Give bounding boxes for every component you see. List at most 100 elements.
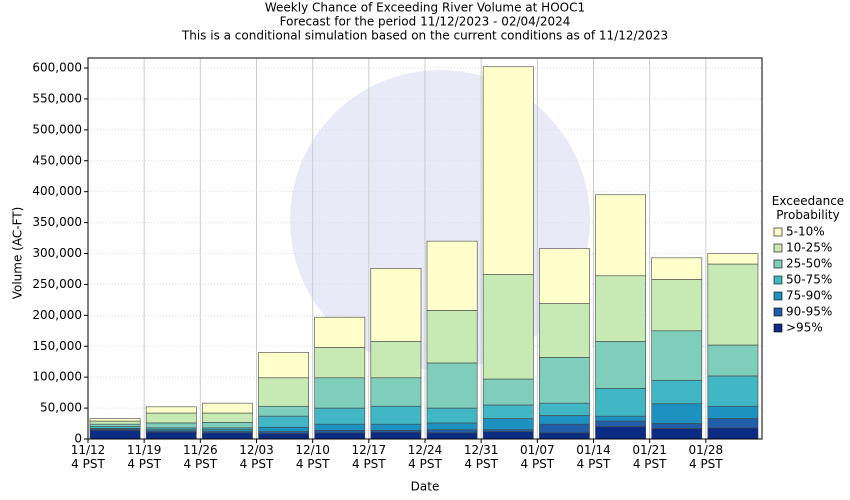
- bar-segment: [595, 341, 646, 389]
- y-tick-label: 100,000: [32, 370, 82, 384]
- bar-segment: [426, 310, 478, 364]
- bar-segment: [314, 377, 366, 409]
- bar-segment: [314, 316, 366, 348]
- bar-segment: [707, 405, 759, 419]
- y-tick-label: 400,000: [32, 184, 82, 198]
- x-tick-label: 12/10 4 PST: [295, 443, 330, 471]
- bar-segment: [426, 422, 478, 431]
- bar-segment: [426, 407, 478, 424]
- bar-segment: [370, 268, 422, 342]
- legend-swatch: [773, 275, 783, 285]
- bar-segment: [539, 402, 590, 416]
- bar-segment: [202, 402, 253, 414]
- legend-swatch: [773, 227, 783, 237]
- legend-label: 25-50%: [786, 257, 832, 271]
- bar-segment: [370, 341, 422, 379]
- x-tick-label: 01/07 4 PST: [520, 443, 555, 471]
- bar-segment: [89, 418, 141, 422]
- bar-segment: [707, 418, 759, 429]
- bar-segment: [89, 423, 141, 427]
- x-tick-label: 12/17 4 PST: [351, 443, 387, 471]
- bar-segment: [707, 344, 759, 377]
- x-tick-label: 01/14 4 PST: [576, 443, 611, 471]
- y-tick-label: 300,000: [32, 246, 82, 260]
- bar-segment: [707, 427, 759, 440]
- bar-segment: [370, 405, 422, 425]
- bar-segment: [145, 412, 197, 424]
- bar-segment: [145, 406, 197, 414]
- bar-segment: [651, 330, 703, 381]
- legend-swatch: [773, 291, 783, 301]
- bar-segment: [202, 422, 253, 429]
- legend-swatch: [773, 259, 783, 269]
- bar-segment: [370, 431, 422, 440]
- bar-segment: [595, 194, 646, 277]
- bar-segment: [651, 423, 703, 429]
- chart-subtitle: Forecast for the period 11/12/2023 - 02/…: [280, 15, 571, 29]
- x-tick-label: 11/19 4 PST: [126, 443, 162, 471]
- bar-segment: [426, 240, 478, 311]
- y-tick-label: 0: [74, 432, 82, 446]
- legend-label: 5-10%: [786, 225, 825, 239]
- bar-segment: [651, 403, 703, 424]
- legend-label: >95%: [786, 321, 823, 335]
- y-tick-label: 200,000: [32, 308, 82, 322]
- y-tick-label: 250,000: [32, 277, 82, 291]
- bar-segment: [370, 377, 422, 407]
- bar-segment: [482, 431, 534, 440]
- bar-segment: [202, 432, 253, 440]
- bar-segment: [314, 347, 366, 379]
- bar-segment: [651, 257, 703, 280]
- bar-segment: [651, 279, 703, 332]
- bar-segment: [595, 275, 646, 342]
- bar-segment: [707, 375, 759, 407]
- x-tick-label: 01/21 4 PST: [632, 443, 667, 471]
- bar-segment: [89, 420, 141, 425]
- x-tick-label: 01/28 4 PST: [688, 443, 724, 471]
- legend-label: 50-75%: [786, 273, 832, 287]
- chart-subtitle: This is a conditional simulation based o…: [181, 29, 668, 43]
- bar-segment: [539, 248, 590, 304]
- chart-title: Weekly Chance of Exceeding River Volume …: [265, 1, 585, 15]
- bar-segment: [258, 405, 309, 417]
- y-tick-label: 600,000: [32, 61, 82, 75]
- bar-segment: [258, 433, 309, 440]
- bar-segment: [426, 429, 478, 434]
- x-tick-label: 11/26 4 PST: [183, 443, 218, 471]
- bar-segment: [258, 415, 309, 428]
- bar-segment: [145, 422, 197, 429]
- bar-segment: [707, 263, 759, 346]
- plot-border: [87, 57, 763, 440]
- bar-segment: [426, 362, 478, 409]
- bar-segment: [539, 415, 590, 425]
- bar-segment: [370, 423, 422, 431]
- bar-segment: [258, 377, 309, 407]
- bar-segment: [314, 407, 366, 425]
- bar-segment: [314, 423, 366, 431]
- legend-label: 75-90%: [786, 289, 832, 303]
- legend-swatch: [773, 243, 783, 253]
- bar-segment: [707, 253, 759, 265]
- bar-segment: [314, 430, 366, 434]
- bar-segment: [651, 428, 703, 440]
- x-tick-label: 12/03 4 PST: [239, 443, 274, 471]
- y-tick-label: 550,000: [32, 91, 82, 105]
- bar-segment: [202, 412, 253, 423]
- bar-segment: [314, 432, 366, 440]
- x-tick-label: 12/31 4 PST: [463, 443, 499, 471]
- x-tick-label: 12/24 4 PST: [407, 443, 443, 471]
- bar-segment: [539, 357, 590, 404]
- y-tick-label: 350,000: [32, 215, 82, 229]
- legend-label: 90-95%: [786, 305, 832, 319]
- bar-segment: [482, 274, 534, 380]
- bar-segment: [595, 426, 646, 440]
- bar-segment: [595, 420, 646, 427]
- bar-segment: [539, 432, 590, 440]
- bar-segment: [595, 387, 646, 417]
- bar-segment: [258, 426, 309, 432]
- x-tick-label: 11/12 4 PST: [70, 443, 106, 471]
- bar-segment: [145, 431, 197, 440]
- bar-segment: [651, 379, 703, 405]
